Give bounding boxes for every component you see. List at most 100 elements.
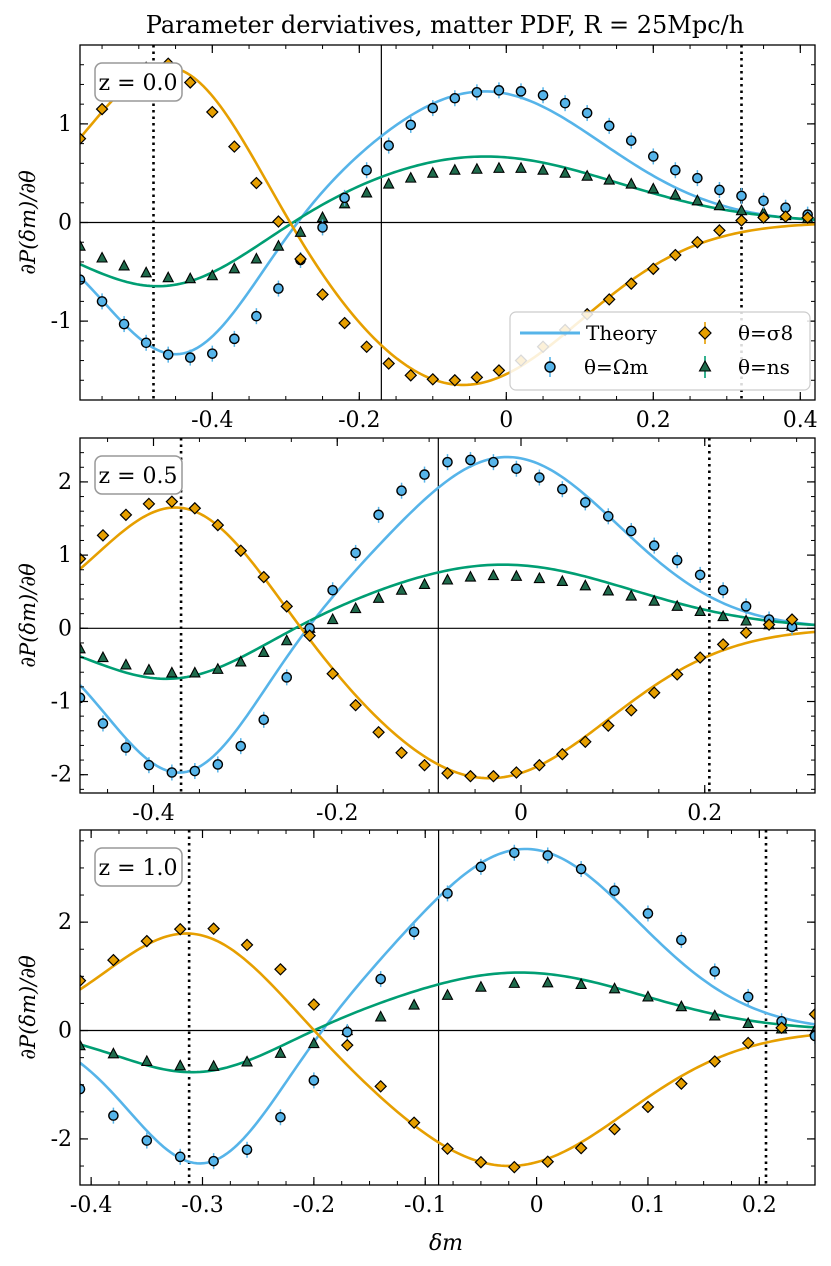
legend-sigma8-label: θ=σ8 (738, 321, 793, 345)
sigma8-marker (608, 1122, 621, 1136)
panel-3: -0.4 -0.3 -0.2 -0.1 0 0.1 0.2 -2 0 2 ∂P(δm)/∂θ z = … (16, 829, 816, 1218)
ns-marker (694, 604, 707, 617)
omega-marker (229, 333, 240, 345)
sigma8-marker (234, 544, 248, 558)
sigma8-marker (624, 703, 638, 717)
omega-marker (670, 164, 681, 176)
ns-marker (184, 272, 197, 284)
sigma8-marker (80, 132, 87, 146)
x-tick-label: -0.3 (181, 1193, 223, 1218)
ns-marker (241, 1055, 253, 1067)
omega-marker (537, 89, 549, 101)
ns-marker (579, 579, 592, 591)
ns-marker (474, 980, 487, 992)
ns-marker (326, 612, 339, 625)
ns-marker (408, 998, 421, 1010)
ns-marker (487, 568, 500, 581)
sigma8-marker (372, 725, 385, 739)
omega-marker (375, 973, 386, 985)
sigma8-marker (716, 638, 730, 651)
ns-marker (404, 171, 417, 183)
ns-marker (162, 271, 175, 283)
ns-marker (647, 182, 660, 194)
theory-curve-sigma8 (80, 506, 815, 780)
sigma8-marker (374, 1080, 388, 1093)
figure-title: Parameter derviatives, matter PDF, R = 2… (146, 11, 744, 39)
theory-curve-ns (80, 563, 815, 681)
ns-marker (671, 599, 684, 611)
sigma8-marker (739, 626, 753, 640)
omega-marker (189, 765, 201, 777)
omega-marker (557, 483, 568, 495)
plot-area (80, 830, 815, 1185)
sigma8-marker (280, 600, 294, 613)
sigma8-marker (510, 766, 523, 779)
y-tick-label: 1 (58, 112, 72, 137)
omega-marker (275, 1111, 286, 1123)
omega-marker (184, 352, 196, 363)
sigma8-marker (326, 667, 340, 681)
y-axis-label: ∂P(δm)/∂θ (16, 170, 40, 275)
ns-marker (713, 199, 726, 211)
x-tick-label: 0.4 (783, 408, 818, 433)
ns-marker (174, 1059, 187, 1071)
sigma8-marker (303, 629, 317, 642)
ns-marker (740, 614, 753, 626)
omega-marker (534, 472, 545, 483)
omega-marker (339, 192, 350, 204)
ns-marker (556, 574, 569, 587)
omega-marker (511, 463, 522, 475)
ns-marker (374, 1010, 387, 1022)
sigma8-marker (574, 1141, 588, 1155)
sigma8-marker (693, 651, 707, 664)
legend-ns-marker (698, 359, 712, 372)
sigma8-marker (757, 211, 770, 224)
y-tick-label: 0 (58, 616, 72, 641)
ns-marker (625, 589, 638, 601)
sigma8-marker (647, 686, 661, 700)
ns-marker (250, 252, 263, 264)
y-axis-label: ∂P(δm)/∂θ (16, 563, 40, 668)
ns-marker (642, 990, 654, 1002)
sigma8-marker (779, 210, 792, 223)
sigma8-marker (211, 518, 225, 532)
theory-curve-omega (80, 455, 815, 774)
omega-marker (140, 337, 152, 349)
y-tick-label: -1 (51, 690, 72, 715)
ns-marker (97, 650, 109, 663)
ns-marker (581, 169, 594, 181)
sigma8-marker (188, 501, 202, 515)
omega-marker (625, 135, 637, 146)
x-tick-label: -0.4 (132, 801, 174, 826)
omega-marker (120, 742, 132, 753)
redshift-label: z = 1.0 (99, 856, 178, 881)
sigma8-marker (448, 373, 462, 387)
x-tick-label: 0 (499, 408, 513, 433)
sigma8-marker (228, 140, 241, 153)
omega-marker (208, 1155, 219, 1167)
omega-marker (442, 888, 453, 899)
sigma8-marker (307, 998, 321, 1011)
omega-marker (603, 120, 615, 132)
ns-marker (515, 161, 527, 173)
ns-marker (294, 225, 307, 237)
sigma8-marker (140, 934, 154, 948)
y-tick-label: -2 (51, 763, 72, 788)
omega-marker (602, 511, 614, 522)
ns-marker (307, 1036, 320, 1049)
sigma8-marker (470, 370, 484, 384)
omega-marker (648, 151, 659, 162)
ns-marker (608, 982, 621, 994)
ns-marker (625, 177, 638, 189)
ns-marker (441, 573, 454, 585)
ns-marker (140, 266, 153, 278)
omega-marker (383, 140, 395, 151)
ns-marker (395, 583, 408, 595)
sigma8-marker (602, 293, 616, 306)
ns-marker (691, 194, 704, 206)
sigma8-marker (349, 698, 362, 712)
y-tick-label: 0 (58, 211, 72, 236)
sigma8-marker (80, 552, 87, 566)
y-tick-label: 2 (58, 470, 72, 495)
